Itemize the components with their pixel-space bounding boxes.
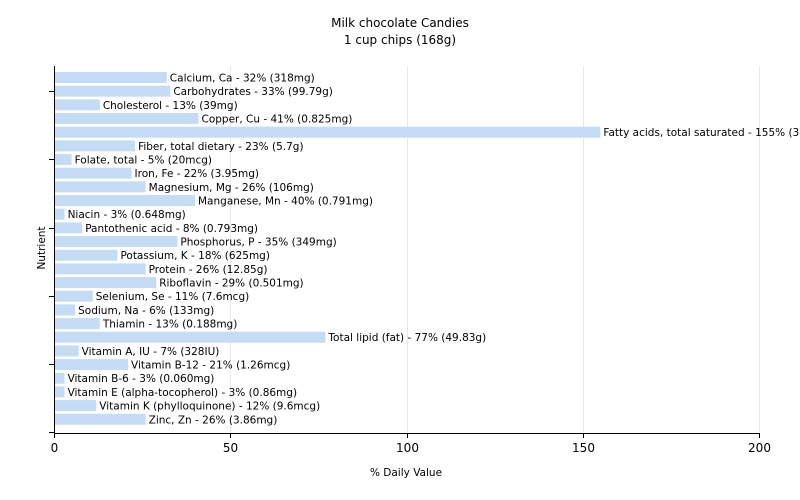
bar: [55, 126, 601, 138]
bar-label: Folate, total - 5% (20mcg): [75, 155, 212, 167]
x-tick-label: 50: [223, 441, 238, 455]
bar: [55, 400, 97, 412]
bar: [55, 263, 146, 275]
bar-label: Selenium, Se - 11% (7.6mcg): [96, 291, 249, 303]
bar-label: Pantothenic acid - 8% (0.793mg): [85, 223, 258, 235]
bar-label: Vitamin K (phylloquinone) - 12% (9.6mcg): [99, 401, 320, 413]
bar: [55, 140, 136, 152]
bar-label: Vitamin B-6 - 3% (0.060mg): [68, 373, 215, 385]
bar: [55, 154, 72, 166]
bar-label: Cholesterol - 13% (39mg): [103, 100, 238, 112]
bar: [55, 277, 157, 289]
x-tick-labels: 0 50 100 150 200: [51, 441, 771, 455]
bar: [55, 85, 171, 97]
bar: [55, 290, 93, 302]
bar-label: Total lipid (fat) - 77% (49.83g): [327, 332, 486, 344]
x-axis-title: % Daily Value: [370, 467, 442, 479]
bar: [55, 236, 178, 248]
bar-label: Vitamin E (alpha-tocopherol) - 3% (0.86m…: [68, 387, 298, 399]
bar-label: Zinc, Zn - 26% (3.86mg): [149, 414, 278, 426]
bar: [55, 208, 65, 220]
bar-label: Calcium, Ca - 32% (318mg): [170, 73, 315, 85]
bar-label: Fiber, total dietary - 23% (5.7g): [138, 141, 303, 153]
bar-label: Thiamin - 13% (0.188mg): [102, 319, 238, 331]
bar-label: Sodium, Na - 6% (133mg): [78, 305, 214, 317]
bar: [55, 304, 76, 316]
bar: [55, 167, 132, 179]
x-tick-label: 200: [748, 441, 771, 455]
bar: [55, 72, 167, 83]
bar-label: Phosphorus, P - 35% (349mg): [180, 237, 336, 249]
axes: [49, 66, 760, 438]
bar: [55, 195, 195, 207]
bar-label: Copper, Cu - 41% (0.825mg): [202, 114, 353, 126]
x-tick-label: 150: [572, 441, 595, 455]
bar: [55, 249, 118, 261]
bar: [55, 222, 83, 234]
bar-label: Vitamin B-12 - 21% (1.26mcg): [131, 360, 290, 372]
bar-labels: Calcium, Ca - 32% (318mg)Carbohydrates -…: [68, 73, 800, 427]
chart-subtitle: 1 cup chips (168g): [344, 33, 456, 47]
x-tick-label: 0: [51, 441, 59, 455]
bar: [55, 331, 326, 343]
bar: [55, 181, 146, 193]
bar-label: Manganese, Mn - 40% (0.791mg): [198, 196, 373, 208]
bar: [55, 113, 199, 125]
bar-label: Riboflavin - 29% (0.501mg): [159, 278, 303, 290]
bar-label: Protein - 26% (12.85g): [149, 264, 268, 276]
bar-label: Carbohydrates - 33% (99.79g): [173, 86, 333, 98]
bar: [55, 372, 65, 384]
bar-label: Magnesium, Mg - 26% (106mg): [149, 182, 314, 194]
bar: [55, 359, 129, 371]
bar-label: Niacin - 3% (0.648mg): [68, 209, 186, 221]
x-tick-label: 100: [396, 441, 419, 455]
bar: [55, 318, 100, 330]
bar-label: Fatty acids, total saturated - 155% (31.…: [603, 127, 800, 139]
bar-label: Iron, Fe - 22% (3.95mg): [135, 168, 259, 180]
bar: [55, 386, 65, 398]
bar: [55, 99, 100, 111]
bar-label: Vitamin A, IU - 7% (328IU): [82, 346, 220, 358]
bar: [55, 413, 146, 425]
bars: [55, 72, 601, 425]
bar-label: Potassium, K - 18% (625mg): [120, 250, 270, 262]
chart-title: Milk chocolate Candies: [331, 16, 469, 30]
y-axis-title: Nutrient: [36, 226, 48, 269]
bar: [55, 345, 79, 357]
